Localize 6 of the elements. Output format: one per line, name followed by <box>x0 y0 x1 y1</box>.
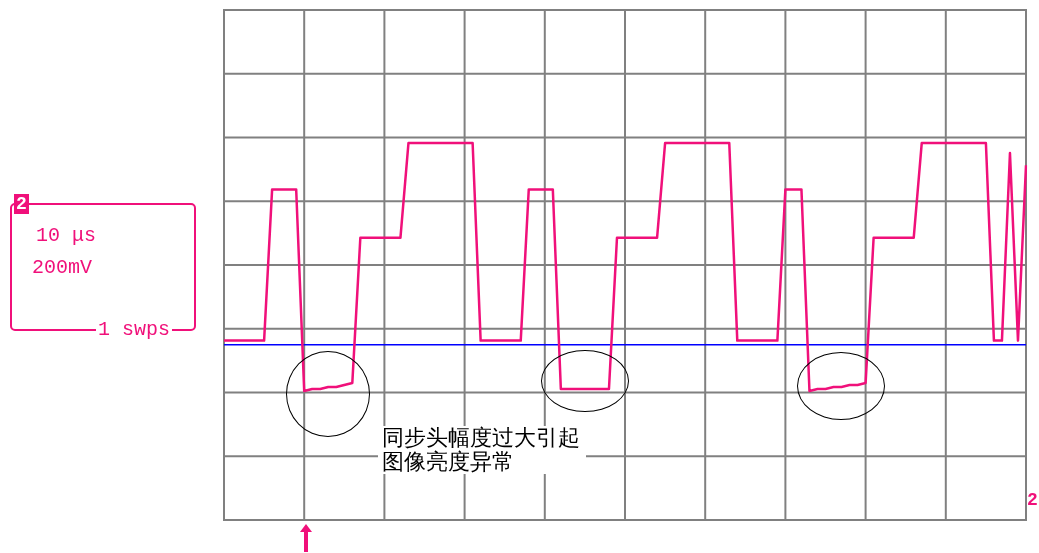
text: 2 <box>14 194 29 214</box>
text: 200mV <box>32 256 93 279</box>
text: 同步头幅度过大引起图像亮度异常 <box>378 425 586 474</box>
text: 2 <box>1027 490 1038 510</box>
text: 10 μs <box>36 224 97 247</box>
text: 1 swps <box>96 318 173 341</box>
